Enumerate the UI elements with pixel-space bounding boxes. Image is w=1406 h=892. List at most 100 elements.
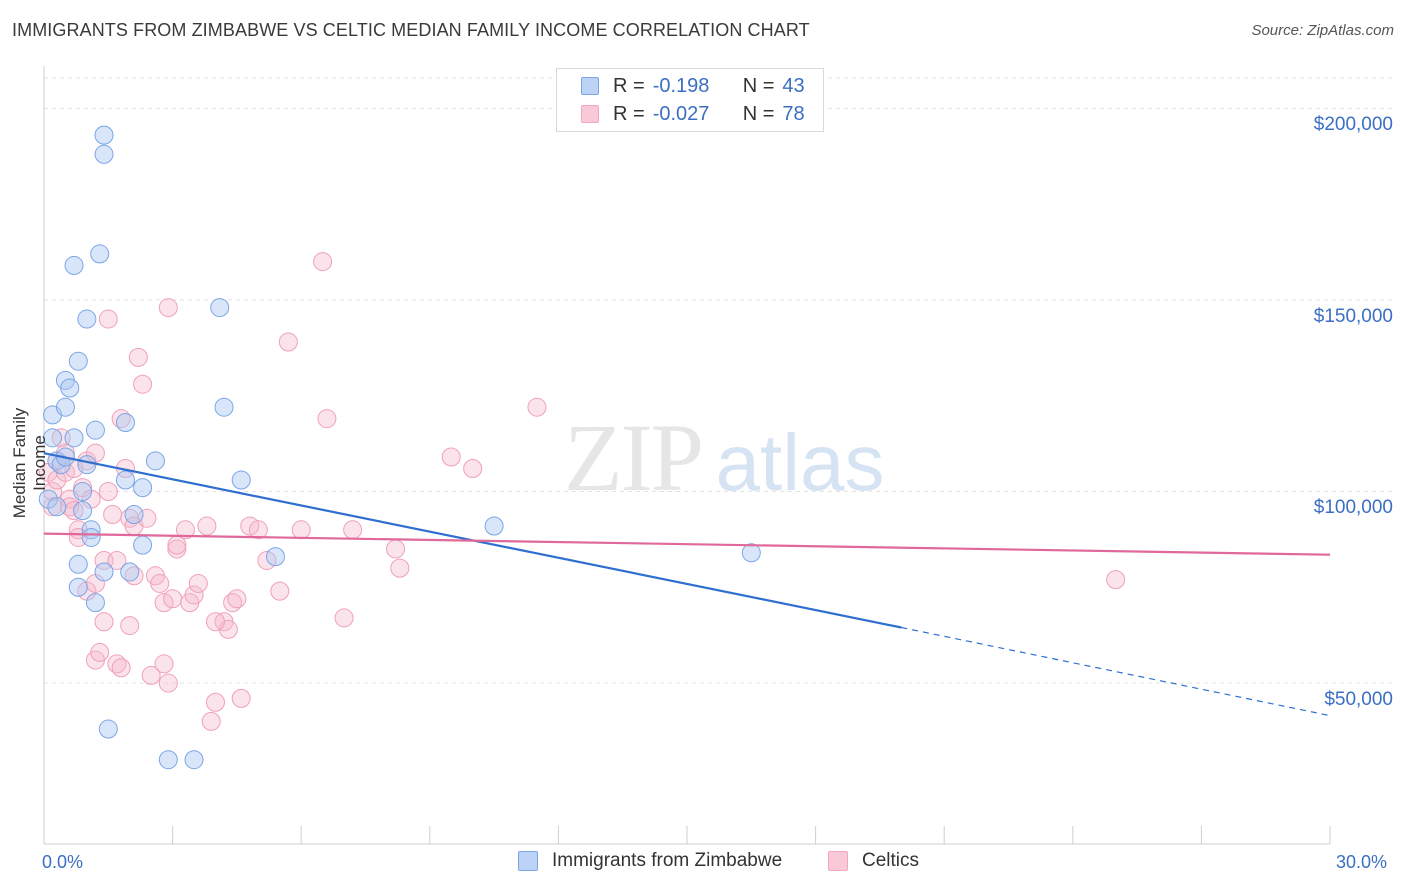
zimbabwe-point: [85, 420, 105, 440]
zimbabwe-point: [133, 535, 153, 555]
zimbabwe-point: [231, 470, 251, 490]
r-label: R =: [613, 74, 645, 97]
celtics-point: [197, 516, 217, 536]
zimbabwe-point: [90, 244, 110, 264]
zimbabwe-point: [214, 397, 234, 417]
r-value-celtics: -0.027: [652, 102, 710, 125]
zimbabwe-point: [484, 516, 504, 536]
y-tick-label: $150,000: [1313, 305, 1393, 327]
celtics-point: [141, 665, 161, 685]
zimbabwe-point: [265, 547, 285, 567]
y-tick-label: $200,000: [1313, 114, 1393, 136]
celtics-point: [133, 374, 153, 394]
celtics-point: [527, 397, 547, 417]
zimbabwe-point: [43, 428, 63, 448]
legend-label-zimbabwe: Immigrants from Zimbabwe: [552, 850, 783, 871]
celtics-point: [158, 298, 178, 318]
celtics-point: [137, 508, 157, 528]
trend-lines: [43, 452, 1331, 717]
zimbabwe-point: [158, 750, 178, 770]
celtics-point: [120, 616, 140, 636]
y-axis-title: Median Family Income: [10, 407, 49, 519]
zimbabwe-point: [73, 481, 93, 501]
zimbabwe-point: [85, 593, 105, 613]
legend-item-zimbabwe[interactable]: Immigrants from Zimbabwe: [518, 850, 782, 872]
stats-row-celtics: R = -0.027 N = 78: [581, 101, 805, 127]
zimbabwe-point: [77, 309, 97, 329]
x-tick-label-max: 30.0%: [1336, 852, 1388, 872]
zimbabwe-point: [68, 351, 88, 371]
celtics-point: [158, 673, 178, 693]
celtics-point: [94, 612, 114, 632]
celtics-point: [441, 447, 461, 467]
n-value-zimbabwe: 43: [782, 74, 805, 97]
zimbabwe-point: [55, 397, 75, 417]
celtics-point: [201, 711, 221, 731]
celtics-point: [463, 458, 483, 478]
celtics-point: [188, 573, 208, 593]
celtics-legend-swatch: [828, 851, 848, 871]
trend-line-celtics: [43, 532, 1331, 556]
celtics-point: [98, 481, 118, 501]
zimbabwe-point: [115, 470, 135, 490]
celtics-point: [103, 504, 123, 524]
zimbabwe-point: [77, 455, 97, 475]
celtics-point: [278, 332, 298, 352]
zimbabwe-point: [47, 497, 67, 517]
celtics-point: [205, 612, 225, 632]
celtics-point: [184, 585, 204, 605]
zimbabwe-point: [68, 577, 88, 597]
gridlines: [44, 77, 1394, 684]
r-label: R =: [613, 102, 645, 125]
series-zimbabwe-points: [38, 125, 761, 770]
axes: [43, 66, 1331, 845]
celtics-point: [231, 688, 251, 708]
celtics-point: [248, 520, 268, 540]
x-tick-label-min: 0.0%: [42, 852, 84, 872]
stats-legend: R = -0.198 N = 43 R = -0.027 N = 78: [556, 68, 824, 132]
zimbabwe-swatch: [581, 77, 599, 95]
zimbabwe-point: [81, 527, 101, 547]
celtics-point: [317, 409, 337, 429]
celtics-point: [386, 539, 406, 559]
series-legend: Immigrants from Zimbabwe Celtics: [0, 850, 1406, 878]
chart-title: IMMIGRANTS FROM ZIMBABWE VS CELTIC MEDIA…: [12, 20, 810, 40]
r-value-zimbabwe: -0.198: [652, 74, 710, 97]
celtics-point: [128, 347, 148, 367]
celtics-point: [334, 608, 354, 628]
legend-item-celtics[interactable]: Celtics: [828, 850, 919, 872]
zimbabwe-point: [184, 750, 204, 770]
zimbabwe-point: [68, 554, 88, 574]
zimbabwe-point: [133, 478, 153, 498]
celtics-point: [343, 520, 363, 540]
zimbabwe-point: [94, 125, 114, 145]
celtics-point: [90, 642, 110, 662]
legend-label-celtics: Celtics: [862, 850, 920, 871]
y-tick-label: $100,000: [1313, 497, 1393, 519]
zimbabwe-point: [60, 378, 80, 398]
celtics-point: [227, 589, 247, 609]
celtics-point: [1106, 570, 1126, 590]
zimbabwe-point: [120, 562, 140, 582]
celtics-point: [111, 658, 131, 678]
watermark-zip: ZIP: [564, 404, 702, 511]
celtics-point: [175, 520, 195, 540]
n-value-celtics: 78: [782, 102, 805, 125]
watermark: ZIP atlas: [564, 404, 884, 511]
celtics-point: [150, 573, 170, 593]
trend-line-zimbabwe-extension: [901, 626, 1331, 717]
zimbabwe-point: [94, 562, 114, 582]
celtics-point: [98, 309, 118, 329]
zimbabwe-point: [94, 144, 114, 164]
y-tick-label: $50,000: [1324, 689, 1393, 711]
chart-source: Source: ZipAtlas.com: [1251, 22, 1394, 39]
n-label: N =: [742, 74, 775, 97]
celtics-point: [291, 520, 311, 540]
zimbabwe-point: [145, 451, 165, 471]
zimbabwe-legend-swatch: [518, 851, 538, 871]
celtics-point: [154, 654, 174, 674]
celtics-point: [163, 589, 183, 609]
zimbabwe-point: [98, 719, 118, 739]
n-label: N =: [742, 102, 775, 125]
